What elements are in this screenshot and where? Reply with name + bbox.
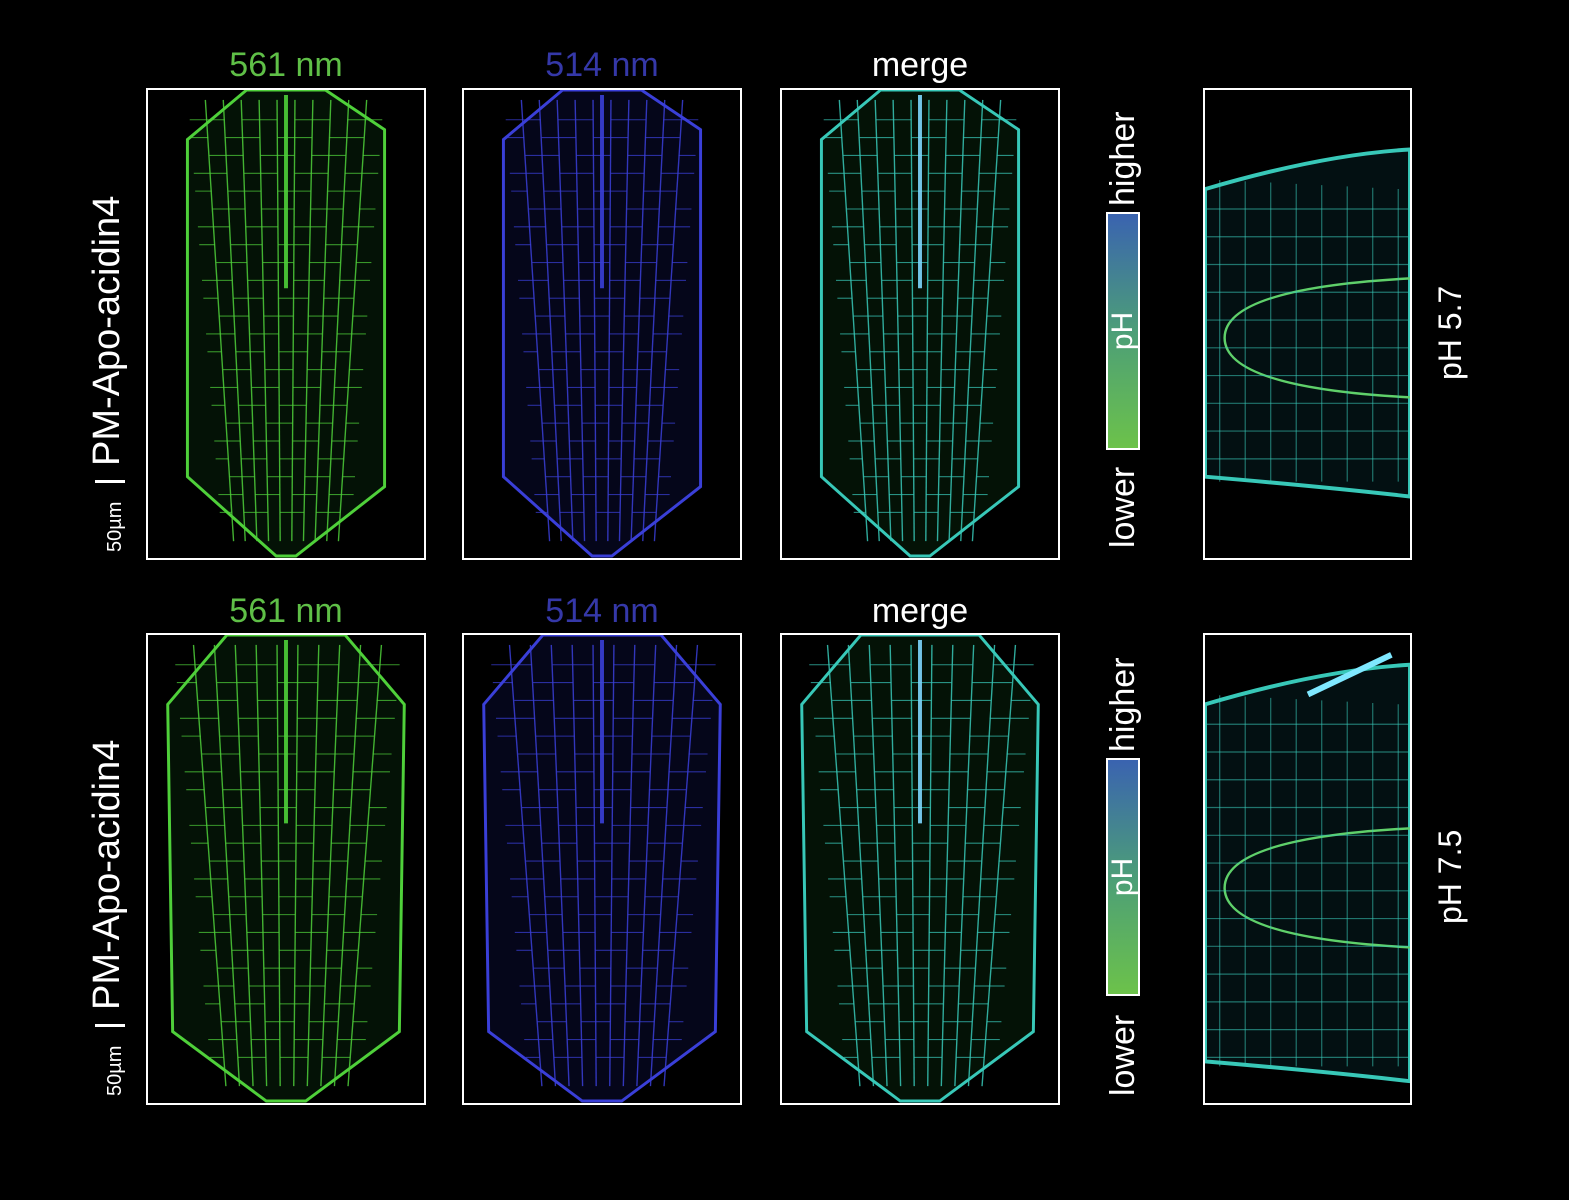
condition-label: pH 5.7 [1432,285,1468,380]
col-label-561: 561 nm [229,46,343,84]
root-outline [1205,147,1410,499]
colorbar-ph-label: pH [1106,311,1139,351]
scale-bar-label: 50µm [104,1045,126,1096]
col-label-merge: merge [871,46,969,84]
micrograph-561-nm [146,88,426,560]
cortex-curve [1223,827,1410,949]
micrograph-side-view [1203,88,1412,560]
cell-walls [482,635,722,1103]
sample-label: PM-Apo-acidin4 [86,739,128,1010]
scale-bar [95,1024,125,1027]
cell-file-line [636,644,657,1087]
cell-file-line [234,644,254,1087]
cell-file-line [320,644,341,1087]
cell-file-line [948,99,966,542]
cell-file-line [240,99,258,542]
micrograph-side-view [1203,633,1412,1105]
cell-file-line [954,644,975,1087]
colorbar-higher-label: higher [1104,657,1142,752]
scale-bar [95,480,125,483]
root-outline [819,90,1021,558]
cell-file-line [550,644,570,1087]
micrograph-514-nm [462,88,742,560]
cell-walls [185,90,387,558]
scale-bar-label: 50µm [104,501,126,552]
col-label-514: 514 nm [545,46,659,84]
colorbar-lower-label: lower [1104,466,1142,548]
cell-file-line [556,99,574,542]
col-label-561: 561 nm [229,592,343,630]
colorbar-higher-label: higher [1104,111,1142,206]
micrograph-514-nm [462,633,742,1105]
root-outline [166,635,406,1103]
cell-walls [166,635,406,1103]
ph-colorbar: pH [1106,758,1140,996]
micrograph-561-nm [146,633,426,1105]
cell-file-line [314,99,332,542]
col-label-merge: merge [871,592,969,630]
root-outline [185,90,387,558]
cell-walls [819,90,1021,558]
root-outline [501,90,703,558]
root-outline [482,635,722,1103]
cell-walls [800,635,1040,1103]
colorbar-lower-label: lower [1104,1014,1142,1096]
cell-walls [1205,147,1410,499]
micrograph-merge [780,633,1060,1105]
cell-file-line [874,99,892,542]
ph-colorbar: pH [1106,212,1140,450]
root-outline [1205,662,1410,1084]
cell-file-line [868,644,888,1087]
cell-walls [1205,652,1410,1084]
colorbar-ph-label: pH [1106,857,1139,897]
micrograph-merge [780,88,1060,560]
sample-label: PM-Apo-acidin4 [86,195,128,466]
cortex-curve [1223,277,1410,399]
condition-label: pH 7.5 [1432,829,1468,924]
cell-file-line [630,99,648,542]
root-outline [800,635,1040,1103]
col-label-514: 514 nm [545,592,659,630]
debris-streak [1306,652,1393,698]
cell-walls [501,90,703,558]
